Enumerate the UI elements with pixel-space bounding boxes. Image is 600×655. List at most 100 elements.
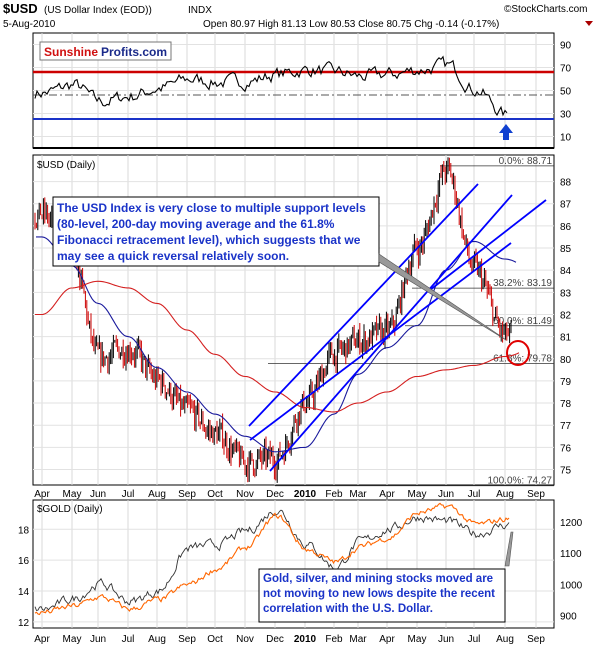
rsi-y-tick: 30 <box>560 110 572 121</box>
price-x-tick: Apr <box>379 489 395 500</box>
price-y-tick: 81 <box>560 333 572 344</box>
price-x-tick: 2010 <box>294 489 317 500</box>
symbol-name: (US Dollar Index (EOD)) <box>44 5 152 16</box>
price-y-tick: 79 <box>560 377 572 388</box>
rsi-series-line <box>34 55 508 117</box>
price-y-tick: 86 <box>560 222 572 233</box>
price-annotation-text: The USD Index is very close to multiple … <box>57 201 366 263</box>
gold-right-tick: 900 <box>560 612 577 623</box>
date: 5-Aug-2010 <box>3 19 56 30</box>
gold-x-tick: Nov <box>236 634 254 645</box>
gold-left-tick: 14 <box>18 587 30 598</box>
gold-right-tick: 1100 <box>560 549 582 560</box>
watermark: ©StockCharts.com <box>504 4 588 15</box>
gold-annotation-box <box>258 568 506 623</box>
silver-series-line <box>34 509 510 612</box>
gold-series-line <box>34 502 510 616</box>
gold-x-tick: Dec <box>266 634 284 645</box>
gold-x-tick: Aug <box>148 634 166 645</box>
price-x-tick: Mar <box>349 489 367 500</box>
rsi-y-tick: 90 <box>560 41 572 52</box>
price-x-tick: Apr <box>34 489 50 500</box>
price-y-tick: 87 <box>560 200 572 211</box>
gold-x-tick: 2010 <box>294 634 317 645</box>
gold-x-tick: Jul <box>122 634 135 645</box>
gold-x-tick: Oct <box>207 634 223 645</box>
logo-text-blue: Profits.com <box>101 45 167 59</box>
channel-line <box>429 199 547 291</box>
sunshine-profits-logo: Sunshine Profits.com <box>39 41 172 61</box>
gold-left-tick: 12 <box>18 618 30 629</box>
gold-x-tick: Apr <box>379 634 395 645</box>
gold-x-tick: Apr <box>34 634 50 645</box>
price-x-tick: Feb <box>325 489 343 500</box>
price-x-tick: Sep <box>178 489 196 500</box>
gold-annotation-pointer <box>504 531 514 567</box>
price-x-tick: Sep <box>527 489 545 500</box>
price-panel-label: $USD (Daily) <box>37 160 95 171</box>
price-x-tick: Dec <box>266 489 284 500</box>
price-x-tick: Jun <box>90 489 106 500</box>
fib-label: 100.0%: 74.27 <box>488 476 553 487</box>
gold-x-tick: Mar <box>349 634 367 645</box>
rsi-y-tick: 10 <box>560 133 572 144</box>
price-y-tick: 84 <box>560 266 572 277</box>
ohlc: Open 80.97 High 81.13 Low 80.53 Close 80… <box>203 19 499 30</box>
fib-label: 50.0%: 81.49 <box>493 316 552 327</box>
price-y-tick: 78 <box>560 399 572 410</box>
exchange: INDX <box>188 5 212 16</box>
gold-left-tick: 16 <box>18 556 30 567</box>
price-y-tick: 82 <box>560 310 572 321</box>
annotation-pointer <box>378 253 507 341</box>
gold-x-tick: May <box>63 634 82 645</box>
gold-x-tick: Aug <box>496 634 514 645</box>
up-arrow-icon <box>499 124 513 140</box>
price-y-tick: 75 <box>560 465 572 476</box>
axis-labels: Apr Apr May May Jun Jun Jul Jul Aug Aug Sep Sep Oct O… <box>18 41 583 646</box>
gold-x-tick: Sep <box>527 634 545 645</box>
gold-x-tick: Jul <box>468 634 481 645</box>
price-x-tick: Jul <box>468 489 481 500</box>
gold-x-tick: May <box>408 634 427 645</box>
fib-label: 0.0%: 88.71 <box>499 156 553 167</box>
price-x-tick: Aug <box>148 489 166 500</box>
price-x-tick: Aug <box>496 489 514 500</box>
gold-x-tick: Feb <box>325 634 343 645</box>
gold-right-tick: 1200 <box>560 518 583 529</box>
gold-right-tick: 1000 <box>560 580 583 591</box>
price-x-tick: Jun <box>438 489 454 500</box>
support-circle <box>506 340 530 366</box>
ma200-line <box>35 280 520 413</box>
price-annotation-box <box>52 196 380 267</box>
channel-line <box>248 183 479 427</box>
gold-x-tick: Jun <box>438 634 454 645</box>
down-triangle-icon <box>585 21 593 26</box>
gold-x-tick: Sep <box>178 634 196 645</box>
gold-panel-label: $GOLD (Daily) <box>37 504 103 515</box>
rsi-y-tick: 70 <box>560 64 572 75</box>
trend-channel <box>248 183 547 472</box>
logo-text-red: Sunshine <box>44 45 98 59</box>
price-x-tick: Oct <box>207 489 223 500</box>
price-y-tick: 77 <box>560 421 572 432</box>
price-y-tick: 88 <box>560 178 572 189</box>
price-y-tick: 85 <box>560 244 572 255</box>
gold-annotation-text: Gold, silver, and mining stocks moved ar… <box>263 573 495 615</box>
fib-label: 61.8%: 79.78 <box>493 354 552 365</box>
fib-label: 38.2%: 83.19 <box>493 278 552 289</box>
symbol: $USD <box>3 1 38 16</box>
gold-x-tick: Jun <box>90 634 106 645</box>
rsi-y-tick: 50 <box>560 87 572 98</box>
price-y-tick: 80 <box>560 355 572 366</box>
price-x-tick: May <box>63 489 82 500</box>
chart-header: $USD (US Dollar Index (EOD)) INDX ©Stock… <box>3 1 593 30</box>
fibonacci-levels: 0.0%: 88.71 38.2%: 83.19 50.0%: 81.49 61.8%… <box>268 156 554 487</box>
price-y-tick: 83 <box>560 288 572 299</box>
price-x-tick: May <box>408 489 427 500</box>
price-x-tick: Jul <box>122 489 135 500</box>
gold-left-tick: 18 <box>18 525 30 536</box>
channel-line <box>249 242 512 441</box>
price-x-tick: Nov <box>236 489 254 500</box>
